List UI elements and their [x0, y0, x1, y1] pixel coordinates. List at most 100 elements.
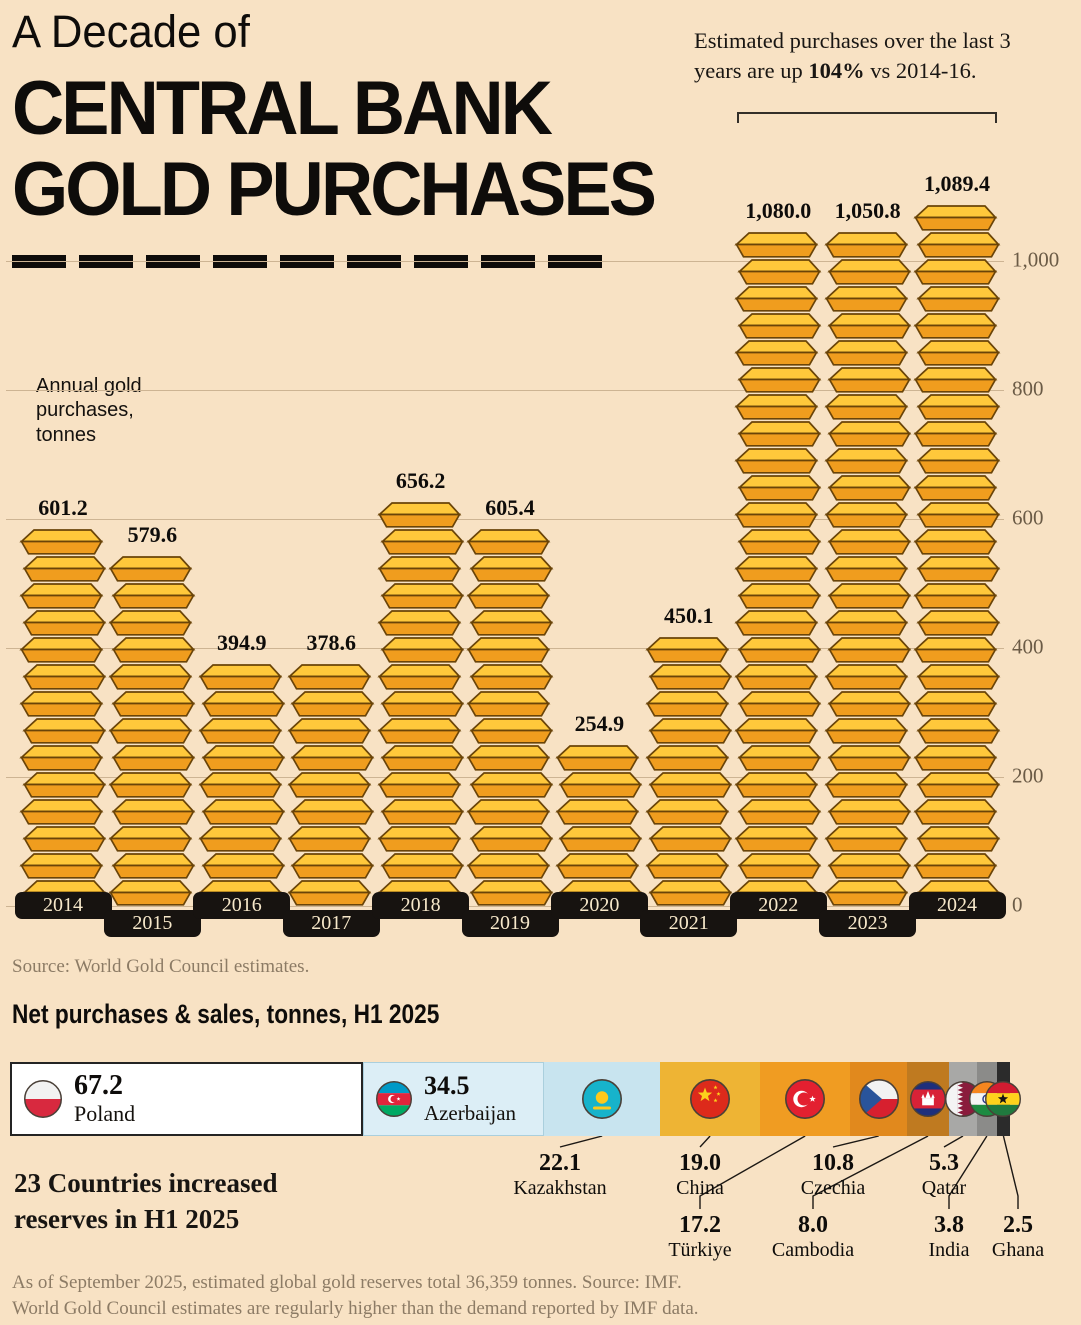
gold-ingot-icon	[466, 690, 551, 717]
bar-value-label: 450.1	[664, 603, 714, 628]
gold-ingot-icon	[824, 555, 909, 582]
gold-ingot-icon	[290, 744, 375, 771]
callout-cambodia: 8.0 Cambodia	[748, 1212, 878, 1262]
gold-ingot-icon	[645, 744, 730, 771]
gold-ingot-icon	[913, 798, 998, 825]
callout-country: Ghana	[991, 1238, 1045, 1261]
segment-country: Poland	[74, 1101, 136, 1127]
segment-turkiye	[760, 1062, 851, 1136]
gridline-1000	[6, 261, 1004, 262]
gold-ingot-icon	[734, 231, 819, 258]
segment-value: 34.5	[423, 1071, 470, 1101]
gold-ingot-icon	[737, 636, 822, 663]
gold-ingot-icon	[22, 609, 107, 636]
czechia-flag-icon	[858, 1079, 899, 1119]
year-label-pill: 2020	[550, 892, 648, 919]
gold-ingot-icon	[19, 852, 104, 879]
y-axis-tick-label: 0	[1012, 892, 1023, 917]
segment-value: 67.2	[74, 1069, 123, 1101]
gold-ingot-icon	[377, 825, 462, 852]
callout-china: 19.0 China	[635, 1150, 765, 1200]
callout-turkiye: 17.2 Türkiye	[635, 1212, 765, 1262]
gold-ingot-icon	[734, 663, 819, 690]
azerbaijan-flag-icon	[375, 1081, 412, 1117]
gold-ingot-icon	[913, 204, 998, 231]
gold-bar-column-2014	[19, 528, 107, 906]
bar-value-label: 1,050.8	[834, 198, 901, 223]
leader-line	[559, 1135, 603, 1148]
gold-ingot-icon	[916, 609, 1001, 636]
year-label-pill: 2016	[193, 892, 291, 919]
annotation-text: Estimated purchases over the last 3 year…	[694, 28, 1011, 83]
gold-ingot-icon	[22, 555, 107, 582]
callout-country: Qatar	[921, 1176, 967, 1199]
gold-ingot-icon	[737, 312, 822, 339]
china-flag-icon	[690, 1079, 731, 1119]
gold-bar-column-2021	[645, 636, 733, 906]
annotation-text-post: vs 2014-16.	[864, 57, 977, 83]
y-axis-tick-label: 800	[1012, 376, 1044, 401]
gold-ingot-icon	[108, 555, 193, 582]
gold-ingot-icon	[377, 717, 462, 744]
gold-ingot-icon	[111, 582, 196, 609]
countries-note-line-2: reserves in H1 2025	[14, 1203, 240, 1234]
gold-ingot-icon	[913, 690, 998, 717]
gold-ingot-icon	[913, 366, 998, 393]
gold-ingot-icon	[737, 798, 822, 825]
segment-cambodia	[907, 1062, 950, 1136]
segment-poland: 67.2 Poland	[10, 1062, 363, 1136]
gold-ingot-icon	[19, 798, 104, 825]
gold-ingot-icon	[737, 744, 822, 771]
gold-ingot-icon	[827, 258, 912, 285]
callout-value: 10.8	[812, 1150, 854, 1176]
gold-ingot-icon	[916, 393, 1001, 420]
gold-ingot-icon	[19, 744, 104, 771]
leader-line	[832, 1135, 879, 1148]
gold-ingot-icon	[734, 285, 819, 312]
bar-value-label: 1,080.0	[745, 198, 812, 223]
callout-value: 22.1	[539, 1150, 581, 1176]
gold-bar-column-2024	[913, 204, 1001, 906]
segment-kazakhstan	[544, 1062, 661, 1136]
gold-ingot-icon	[827, 528, 912, 555]
footer-line-2: World Gold Council estimates are regular…	[12, 1298, 699, 1320]
footer-line-1: As of September 2025, estimated global g…	[12, 1272, 682, 1293]
gold-ingot-icon	[916, 447, 1001, 474]
section-title-h1-2025: Net purchases & sales, tonnes, H1 2025	[12, 999, 440, 1029]
gold-ingot-icon	[913, 582, 998, 609]
source-note: Source: World Gold Council estimates.	[12, 956, 310, 977]
callout-qatar: 5.3 Qatar	[879, 1150, 1009, 1200]
gold-ingot-icon	[734, 717, 819, 744]
gold-bar-column-2019	[466, 528, 554, 906]
gold-ingot-icon	[734, 339, 819, 366]
gold-ingot-icon	[377, 501, 462, 528]
gold-ingot-icon	[737, 690, 822, 717]
gold-ingot-icon	[824, 231, 909, 258]
gold-ingot-icon	[111, 636, 196, 663]
callout-value: 19.0	[679, 1150, 721, 1176]
gold-ingot-icon	[201, 798, 286, 825]
bar-value-label: 579.6	[127, 522, 178, 547]
callout-india: 3.8 India	[884, 1212, 1014, 1262]
gold-bar-column-2023	[824, 231, 912, 906]
callout-value: 3.8	[934, 1212, 964, 1238]
gridline-600	[6, 519, 1004, 520]
gold-ingot-icon	[913, 852, 998, 879]
gold-ingot-icon	[648, 771, 733, 798]
gold-ingot-icon	[734, 393, 819, 420]
gold-ingot-icon	[916, 339, 1001, 366]
callout-country: Türkiye	[668, 1238, 732, 1261]
gold-ingot-icon	[466, 744, 551, 771]
gold-ingot-icon	[469, 825, 554, 852]
gold-ingot-icon	[824, 285, 909, 312]
gold-bar-column-2022	[734, 231, 822, 906]
gold-ingot-icon	[824, 717, 909, 744]
gold-ingot-icon	[469, 609, 554, 636]
poland-flag-icon	[24, 1080, 62, 1118]
gold-ingot-icon	[648, 879, 733, 906]
gold-ingot-icon	[201, 744, 286, 771]
gold-bar-column-2020	[555, 744, 643, 906]
gold-ingot-icon	[469, 879, 554, 906]
gold-bar-column-2017	[287, 663, 375, 906]
bar-value-label: 601.2	[38, 495, 88, 520]
